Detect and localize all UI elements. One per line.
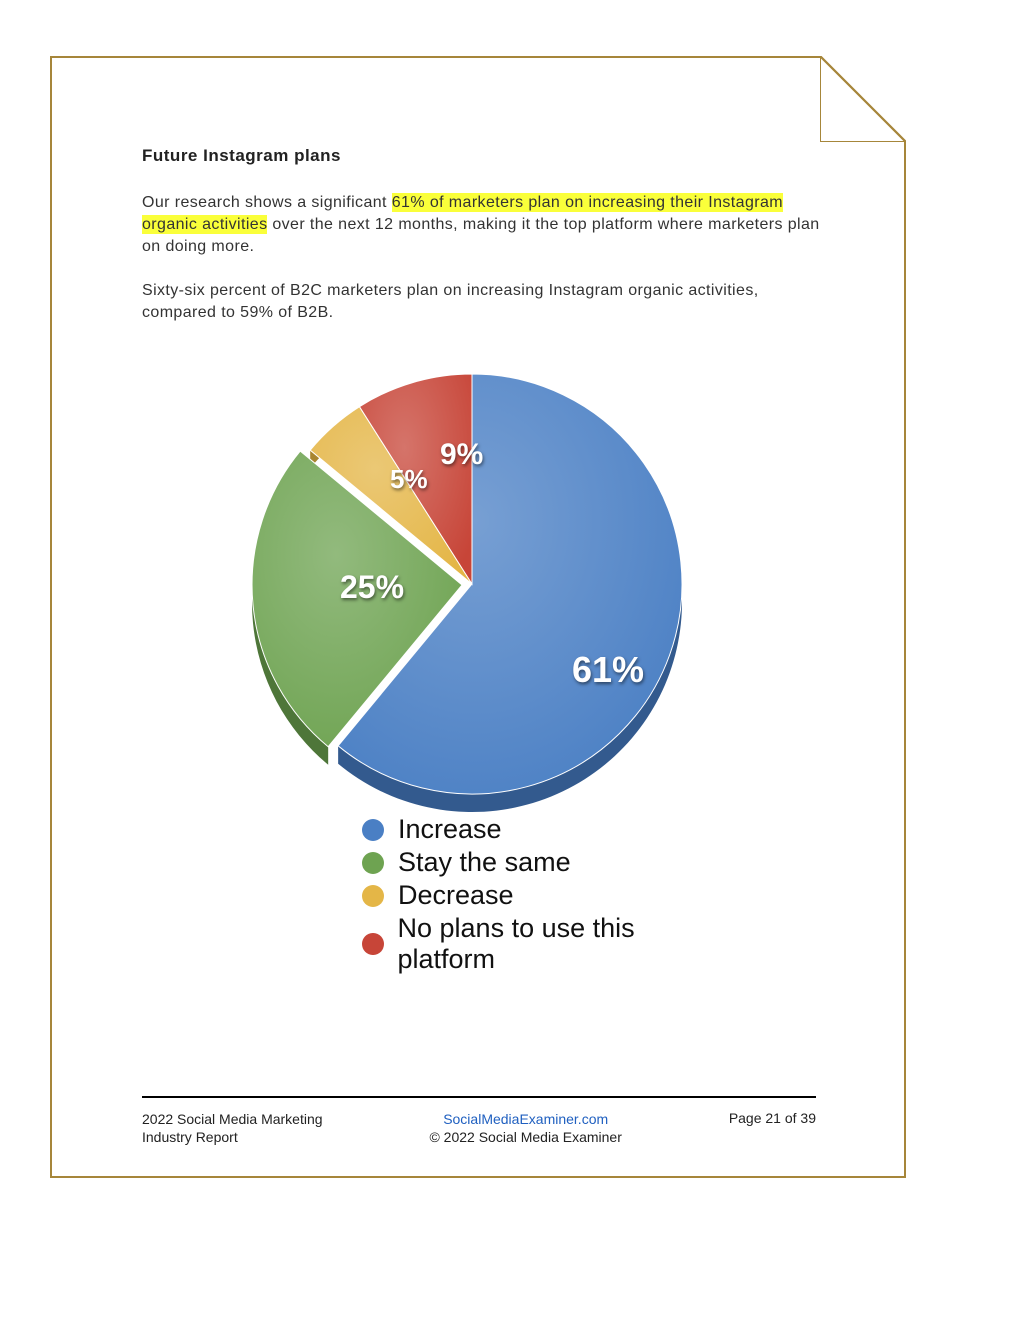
legend-item: Decrease [362, 880, 732, 911]
pie-chart: 61% 25% 5% 9% IncreaseStay the sameDecrease… [232, 364, 732, 984]
legend-item: Stay the same [362, 847, 732, 878]
page-footer: 2022 Social Media Marketing Industry Rep… [142, 1096, 816, 1146]
legend-label: Stay the same [398, 847, 571, 878]
legend-dot-icon [362, 819, 384, 841]
page-frame: Future Instagram plans Our research show… [50, 56, 906, 1178]
paragraph-2: Sixty-six percent of B2C marketers plan … [142, 280, 822, 324]
legend-label: Decrease [398, 880, 514, 911]
footer-center: SocialMediaExaminer.com © 2022 Social Me… [429, 1110, 621, 1146]
pie-slice-label-increase: 61% [572, 649, 644, 691]
legend-item: Increase [362, 814, 732, 845]
para1-pre: Our research shows a significant [142, 194, 392, 211]
footer-grid: 2022 Social Media Marketing Industry Rep… [142, 1110, 816, 1146]
footer-page-number: Page 21 of 39 [729, 1110, 816, 1146]
footer-rule [142, 1096, 816, 1098]
legend-dot-icon [362, 885, 384, 907]
footer-left: 2022 Social Media Marketing Industry Rep… [142, 1110, 323, 1146]
footer-left-line1: 2022 Social Media Marketing [142, 1110, 323, 1128]
pie-chart-svg [232, 364, 732, 824]
pie-slice-label-noplans: 9% [440, 438, 483, 472]
chart-legend: IncreaseStay the sameDecreaseNo plans to… [362, 814, 732, 977]
legend-dot-icon [362, 933, 384, 955]
pie-slice-label-same: 25% [340, 569, 404, 606]
legend-dot-icon [362, 852, 384, 874]
content-area: Future Instagram plans Our research show… [142, 146, 822, 984]
paragraph-1: Our research shows a significant 61% of … [142, 192, 822, 258]
pie-slice-label-decrease: 5% [390, 464, 428, 495]
legend-label: Increase [398, 814, 502, 845]
legend-item: No plans to use this platform [362, 913, 732, 975]
footer-copyright: © 2022 Social Media Examiner [429, 1128, 621, 1146]
footer-left-line2: Industry Report [142, 1128, 323, 1146]
page-corner-fold-lines-icon [820, 56, 906, 142]
footer-link[interactable]: SocialMediaExaminer.com [429, 1110, 621, 1128]
section-heading: Future Instagram plans [142, 146, 822, 166]
legend-label: No plans to use this platform [398, 913, 733, 975]
